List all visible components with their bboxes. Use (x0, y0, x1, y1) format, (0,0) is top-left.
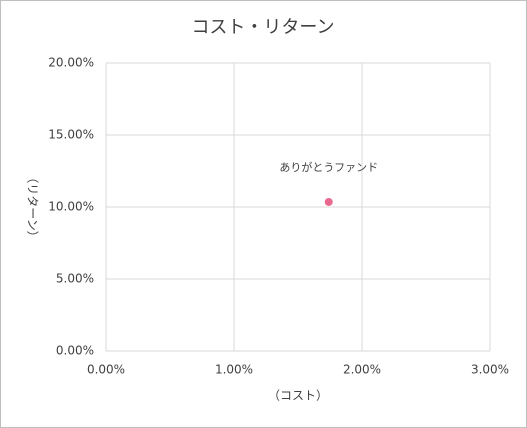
y-tick-label: 10.00% (48, 200, 94, 214)
x-tick-label: 1.00% (215, 363, 253, 377)
x-axis-label: （コスト） (268, 389, 328, 403)
y-tick-label: 0.00% (56, 344, 94, 358)
x-tick-label: 0.00% (87, 363, 125, 377)
y-axis-label: （リターン） (26, 171, 40, 242)
y-tick-label: 5.00% (56, 272, 94, 286)
point-label: ありがとうファンド (279, 160, 378, 174)
chart-title: コスト・リターン (191, 17, 334, 38)
x-tick-label: 3.00% (471, 363, 509, 377)
point (324, 197, 333, 206)
x-tick-label: 2.00% (343, 363, 381, 377)
y-tick-label: 20.00% (48, 56, 94, 70)
y-tick-label: 15.00% (48, 128, 94, 142)
